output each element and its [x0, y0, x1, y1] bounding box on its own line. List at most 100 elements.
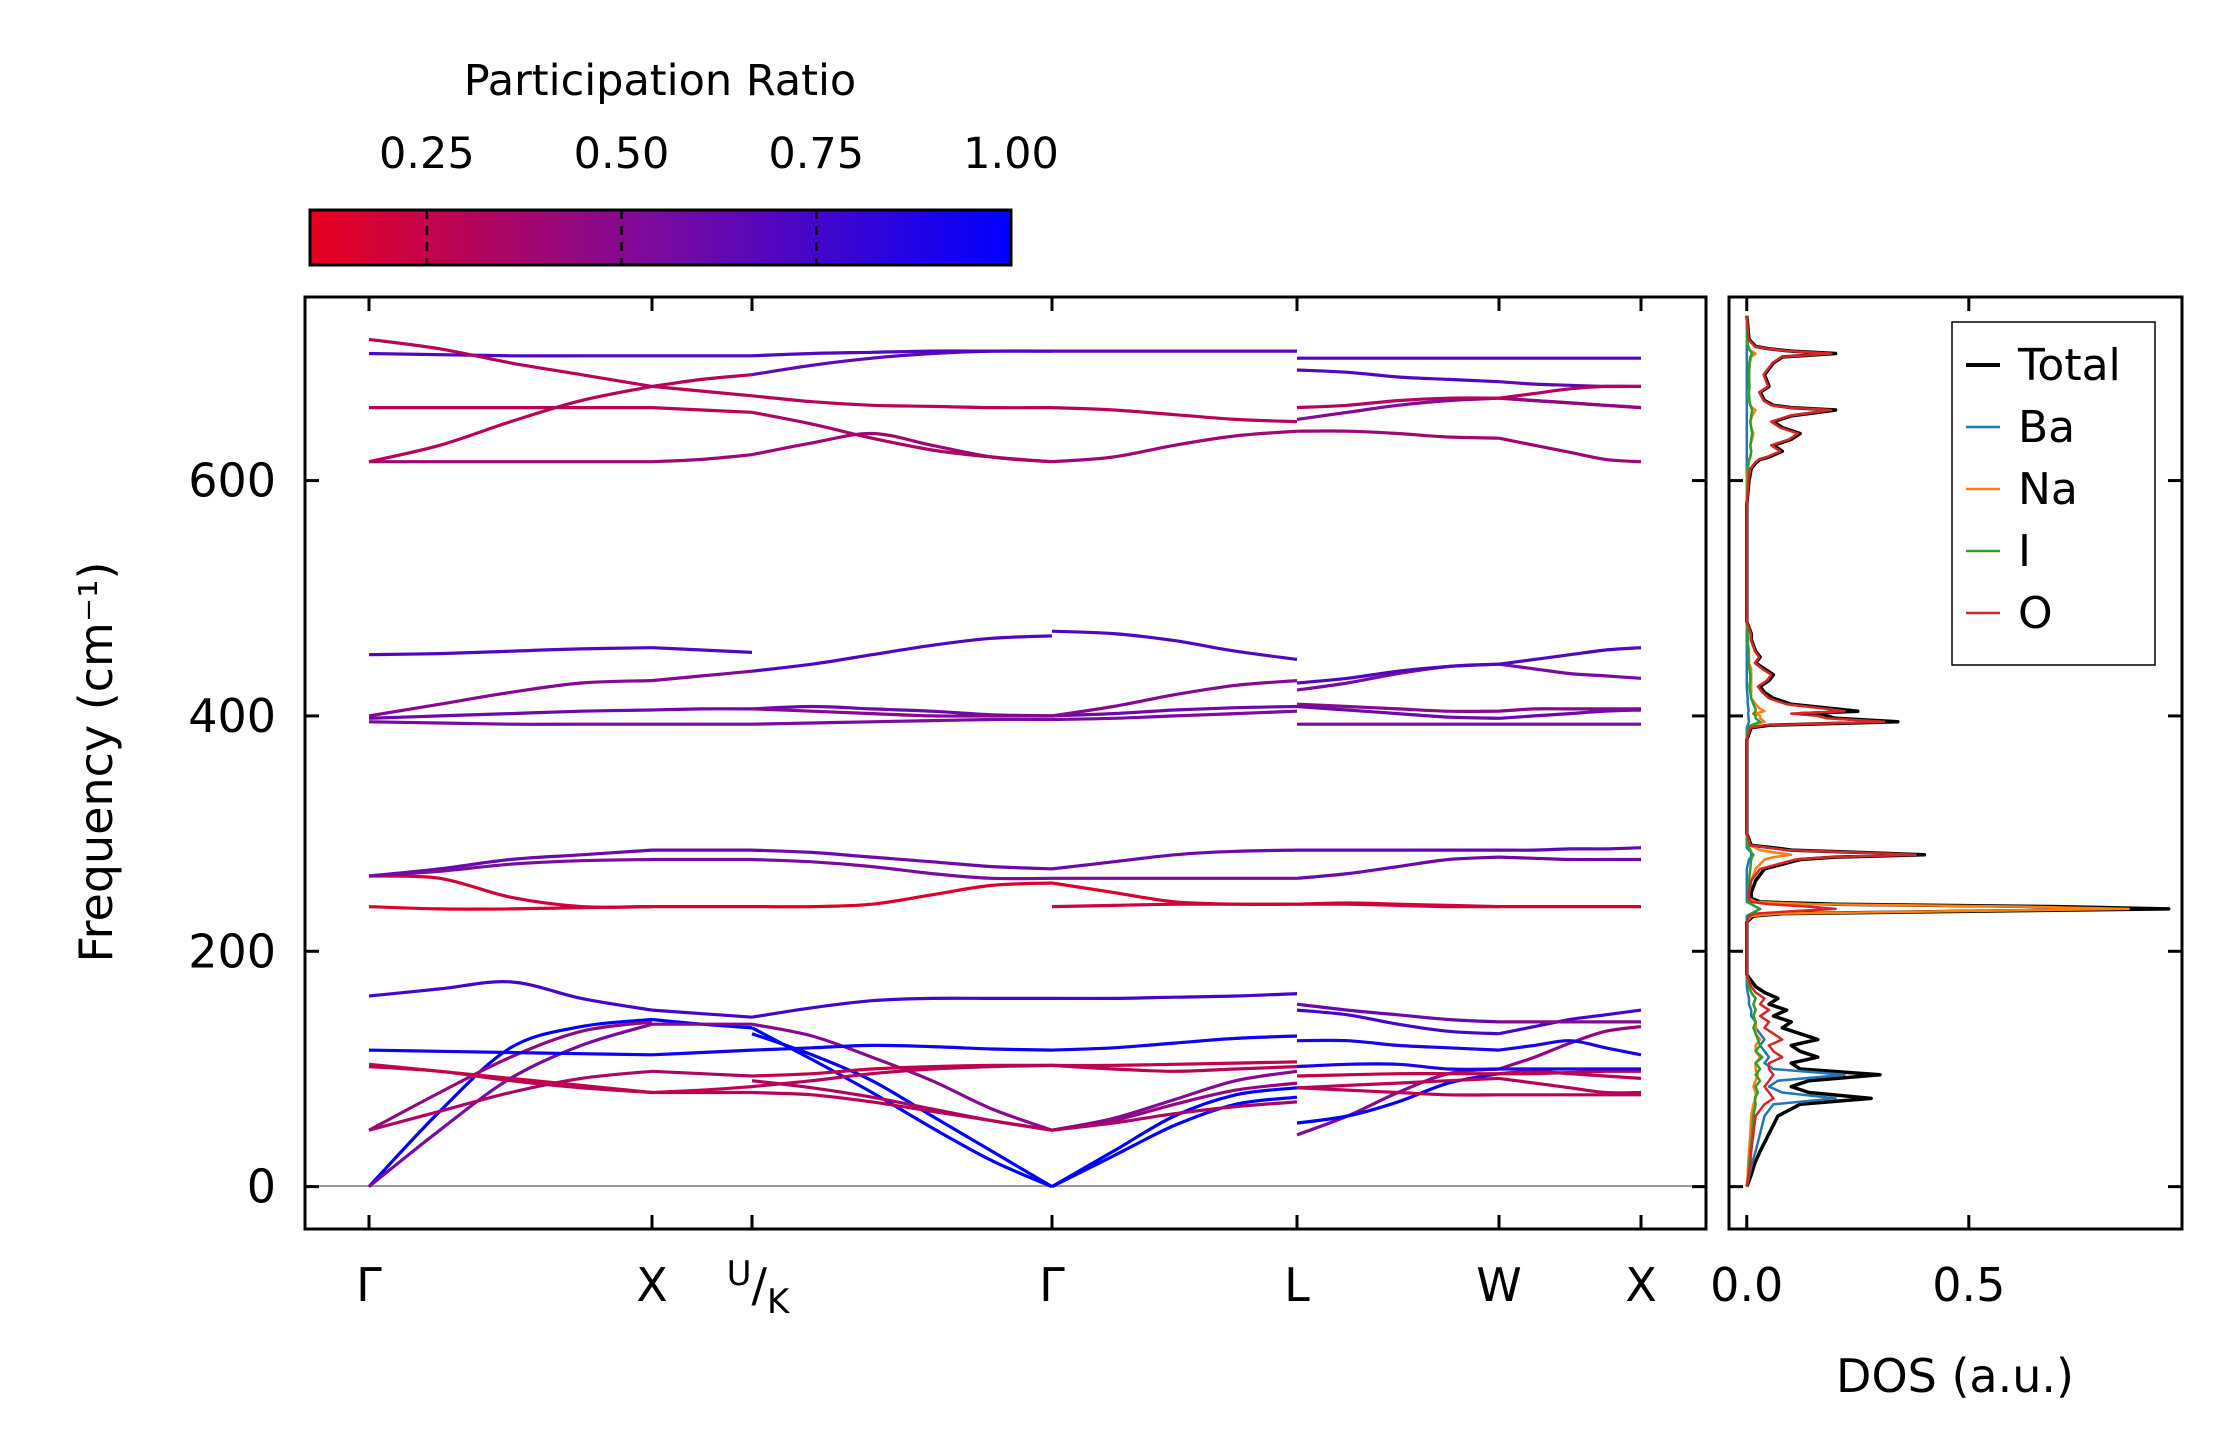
- phonon-band: [651, 373, 753, 388]
- phonon-band: [651, 1069, 753, 1078]
- legend-label-i: I: [2018, 526, 2031, 577]
- phonon-band: [1296, 704, 1500, 720]
- phonon-band: [1296, 1072, 1499, 1078]
- phonon-band: [751, 717, 1053, 726]
- path-label: Γ: [356, 1258, 382, 1312]
- phonon-band: [1498, 1076, 1642, 1095]
- colorbar: Participation Ratio 0.25 0.50 0.75 1.00: [308, 56, 1059, 267]
- dos-ticks: 0.0 0.5: [1710, 297, 2182, 1312]
- phonon-band: [368, 980, 653, 1012]
- phonon-band: [368, 720, 652, 726]
- phonon-band: [1051, 1086, 1298, 1188]
- phonon-band: [1051, 679, 1298, 718]
- y-tick-label: 200: [188, 924, 276, 978]
- phonon-band: [651, 707, 753, 712]
- phonon-band: [1498, 1008, 1642, 1036]
- phonon-band: [1498, 1025, 1642, 1071]
- phonon-band: [368, 1020, 653, 1132]
- phonon-band: [1498, 1069, 1642, 1076]
- phonon-band: [1296, 1062, 1500, 1071]
- y-tick-label: 0: [247, 1160, 276, 1214]
- phonon-band: [1051, 1095, 1298, 1189]
- phonon-band: [1498, 1039, 1642, 1057]
- band-structure-panel: Γ X U/K Γ L W X 0 200 400 600 Frequency (cm⁻¹): [69, 295, 1708, 1322]
- phonon-band: [368, 1062, 653, 1095]
- phonon-band: [1051, 1100, 1298, 1132]
- phonon-band: [751, 1032, 1053, 1188]
- phonon-band: [751, 349, 1052, 358]
- phonon-band: [1296, 396, 1500, 410]
- phonon-band: [1051, 704, 1298, 718]
- phonon-band: [1296, 368, 1500, 384]
- band-path-ticks: Γ X U/K Γ L W X: [356, 297, 1657, 1322]
- phonon-band: [368, 646, 653, 657]
- phonon-band: [368, 351, 652, 358]
- phonon-band: [751, 1022, 1053, 1132]
- y-axis-label: Frequency (cm⁻¹): [69, 562, 123, 963]
- phonon-band: [1051, 709, 1298, 722]
- y-tick-label: 400: [188, 689, 276, 743]
- phonon-band: [1296, 702, 1500, 713]
- legend-frame: [1951, 321, 2156, 666]
- phonon-band: [367, 1017, 653, 1188]
- phonon-band: [1498, 646, 1642, 666]
- phonon-band: [1498, 846, 1642, 852]
- legend-label-ba: Ba: [2018, 402, 2075, 453]
- colorbar-label: Participation Ratio: [464, 56, 857, 106]
- phonon-band: [1296, 1008, 1500, 1036]
- phonon-band: [368, 384, 653, 464]
- colorbar-tick-label: 0.75: [768, 129, 864, 179]
- dos-panel: 0.0 0.5 DOS (a.u.) Total Ba Na IO: [1710, 295, 2184, 1403]
- path-label-u-k: U/K: [727, 1254, 791, 1322]
- phonon-band: [651, 406, 753, 414]
- path-label-u: U: [727, 1254, 752, 1294]
- phonon-band: [368, 708, 653, 720]
- phonon-band: [1051, 881, 1298, 906]
- phonon-band: [1051, 1063, 1298, 1073]
- phonon-band: [1296, 1076, 1500, 1090]
- phonon-band: [651, 1085, 753, 1095]
- phonon-band: [1051, 1069, 1298, 1132]
- path-label: Γ: [1039, 1258, 1065, 1312]
- phonon-band: [1498, 436, 1642, 464]
- phonon-band: [1051, 1060, 1298, 1068]
- phonon-band: [751, 707, 1052, 718]
- phonon-band: [651, 646, 753, 654]
- colorbar-gradient: [308, 208, 1013, 267]
- phonon-band: [368, 857, 653, 878]
- legend-label-o: O: [2018, 588, 2053, 639]
- phonon-band: [1296, 1086, 1500, 1097]
- phonon-band: [1296, 429, 1500, 440]
- colorbar-tick-label: 0.50: [574, 129, 670, 179]
- phonon-band: [751, 857, 1053, 881]
- dos-legend: Total Ba Na IO: [1951, 321, 2156, 666]
- path-label: W: [1476, 1258, 1521, 1312]
- phonon-band: [1296, 855, 1500, 880]
- phonon-band: [751, 1063, 1053, 1089]
- colorbar-tick-labels: 0.25 0.50 0.75 1.00: [379, 129, 1059, 179]
- legend-label-total: Total: [2017, 340, 2121, 391]
- phonon-band: [1051, 1034, 1298, 1052]
- dos-x-tick-label: 0.5: [1932, 1258, 2005, 1312]
- phonon-band: [1296, 1038, 1500, 1052]
- phonon-band: [1498, 707, 1641, 713]
- phonon-band: [751, 634, 1053, 673]
- band-structure-frame: [303, 295, 1708, 1231]
- phonon-band: [751, 1026, 1053, 1189]
- phonon-band: [368, 1048, 653, 1057]
- phonon-band: [751, 881, 1053, 909]
- phonon-band: [1051, 902, 1297, 909]
- phonon-band: [751, 1043, 1053, 1052]
- phonon-bands: [367, 337, 1642, 1189]
- phonon-band: [1296, 1002, 1500, 1024]
- phonon-band: [651, 1048, 753, 1057]
- phonon-band: [1051, 848, 1298, 871]
- dos-curve-o: [1745, 315, 1917, 1187]
- phonon-band: [751, 848, 1053, 871]
- legend-label-na: Na: [2018, 464, 2078, 515]
- phonon-band: [751, 1090, 1053, 1132]
- phonon-band: [751, 410, 1053, 464]
- phonon-band: [1296, 662, 1500, 692]
- phonon-band: [651, 669, 753, 683]
- phonon-band: [651, 384, 753, 398]
